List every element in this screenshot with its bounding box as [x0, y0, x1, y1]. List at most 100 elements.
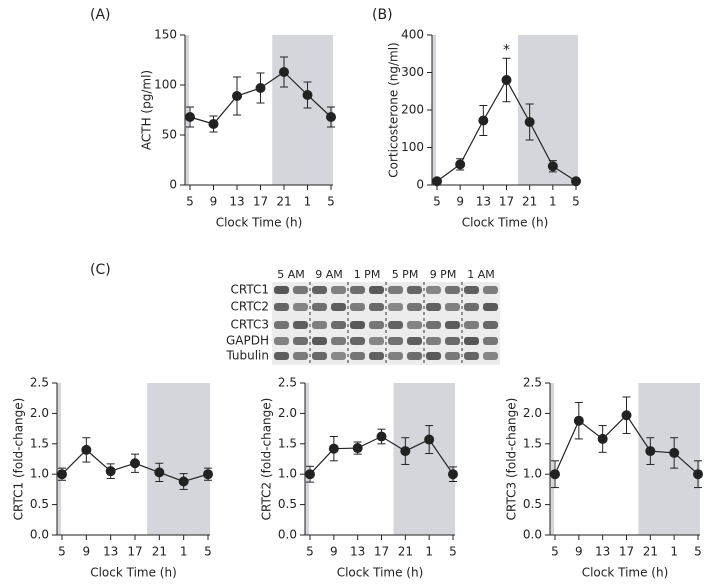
blot-band — [388, 321, 403, 329]
blot-time-label: 1 PM — [354, 268, 381, 281]
blot-band — [426, 303, 441, 311]
blot-band — [274, 303, 289, 311]
data-point — [501, 75, 512, 85]
data-point — [203, 469, 213, 480]
blot-band — [369, 303, 384, 311]
night-shade — [185, 35, 189, 185]
x-tick-label: 5 — [306, 545, 314, 559]
x-tick-label: 1 — [304, 195, 312, 209]
data-point — [400, 446, 411, 457]
x-tick-label: 9 — [575, 545, 583, 559]
data-point — [208, 119, 219, 129]
blot-band — [369, 352, 384, 360]
y-tick-label: 1.0 — [30, 467, 49, 481]
y-tick-label: 0.5 — [278, 497, 297, 511]
blot-time-label: 9 AM — [315, 268, 343, 281]
y-tick-label: 2.5 — [278, 376, 297, 390]
y-tick-label: 300 — [401, 65, 424, 79]
data-point — [279, 67, 289, 77]
blot-band — [350, 337, 365, 345]
blot-band — [350, 321, 365, 329]
blot-row-label: CRTC1 — [231, 283, 269, 297]
data-point — [645, 446, 656, 457]
blot-band — [293, 321, 308, 329]
x-tick-label: 17 — [499, 195, 514, 209]
blot-band — [331, 352, 346, 360]
data-point — [105, 466, 116, 477]
blot-band — [274, 352, 289, 360]
data-point — [326, 112, 336, 122]
y-tick-label: 100 — [401, 140, 424, 154]
y-axis-label: ACTH (pg/ml) — [140, 70, 154, 150]
blot-band — [350, 286, 365, 294]
blot-row-label: CRTC2 — [231, 300, 269, 314]
blot-band — [350, 303, 365, 311]
blot-band — [312, 321, 327, 329]
x-tick-label: 5 — [449, 545, 457, 559]
data-point — [305, 469, 315, 480]
blot-time-label: 5 AM — [277, 268, 305, 281]
blot-time-label: 1 AM — [467, 268, 495, 281]
y-tick-label: 400 — [401, 28, 424, 42]
data-point — [478, 115, 489, 126]
blot-band — [407, 303, 422, 311]
blot-band — [426, 337, 441, 345]
blot-row-label: Tubulin — [225, 349, 269, 363]
x-tick-label: 5 — [694, 545, 702, 559]
blot-band — [312, 337, 327, 345]
x-tick-label: 13 — [476, 195, 491, 209]
data-point — [597, 433, 608, 444]
x-tick-label: 21 — [276, 195, 291, 209]
x-tick-label: 17 — [374, 545, 389, 559]
data-point — [547, 161, 558, 172]
blot-band — [369, 286, 384, 294]
panel-label: (A) — [90, 7, 111, 23]
blot-band — [369, 337, 384, 345]
x-tick-label: 5 — [58, 545, 66, 559]
y-tick-label: 0.0 — [30, 528, 49, 542]
blot-band — [464, 321, 479, 329]
blot-band — [350, 352, 365, 360]
blot-band — [407, 321, 422, 329]
data-point — [669, 447, 680, 458]
blot-band — [274, 286, 289, 294]
blot-band — [445, 286, 460, 294]
blot-band — [445, 337, 460, 345]
x-tick-label: 9 — [456, 195, 464, 209]
y-tick-label: 0 — [169, 178, 177, 192]
x-axis-label: Clock Time (h) — [216, 216, 303, 230]
blot-band — [388, 303, 403, 311]
blot-row-label: CRTC3 — [231, 318, 269, 332]
blot-band — [331, 286, 346, 294]
blot-band — [312, 286, 327, 294]
data-point — [232, 91, 242, 101]
blot-time-label: 9 PM — [430, 268, 457, 281]
night-shade — [57, 383, 61, 535]
blot-band — [445, 352, 460, 360]
night-shade — [550, 383, 554, 535]
y-tick-label: 150 — [154, 28, 177, 42]
y-tick-label: 200 — [401, 103, 424, 117]
blot-band — [445, 303, 460, 311]
x-tick-label: 17 — [127, 545, 142, 559]
x-tick-label: 5 — [204, 545, 212, 559]
blot-band — [293, 337, 308, 345]
blot-band — [331, 303, 346, 311]
y-tick-label: 0.5 — [30, 497, 49, 511]
data-point — [693, 469, 703, 480]
x-tick-label: 21 — [522, 195, 537, 209]
y-tick-label: 50 — [162, 128, 177, 142]
night-shade — [305, 383, 309, 535]
x-tick-label: 17 — [253, 195, 268, 209]
night-shade — [147, 383, 210, 535]
x-tick-label: 13 — [350, 545, 365, 559]
night-shade — [432, 35, 436, 185]
y-axis-label: CRTC2 (fold-change) — [260, 398, 274, 521]
x-axis-label: Clock Time (h) — [582, 566, 669, 580]
x-tick-label: 13 — [229, 195, 244, 209]
data-point — [524, 117, 535, 127]
blot-band — [483, 303, 498, 311]
y-axis-label: CRTC3 (fold-change) — [505, 398, 519, 521]
x-tick-label: 5 — [572, 195, 580, 209]
x-tick-label: 21 — [152, 545, 167, 559]
